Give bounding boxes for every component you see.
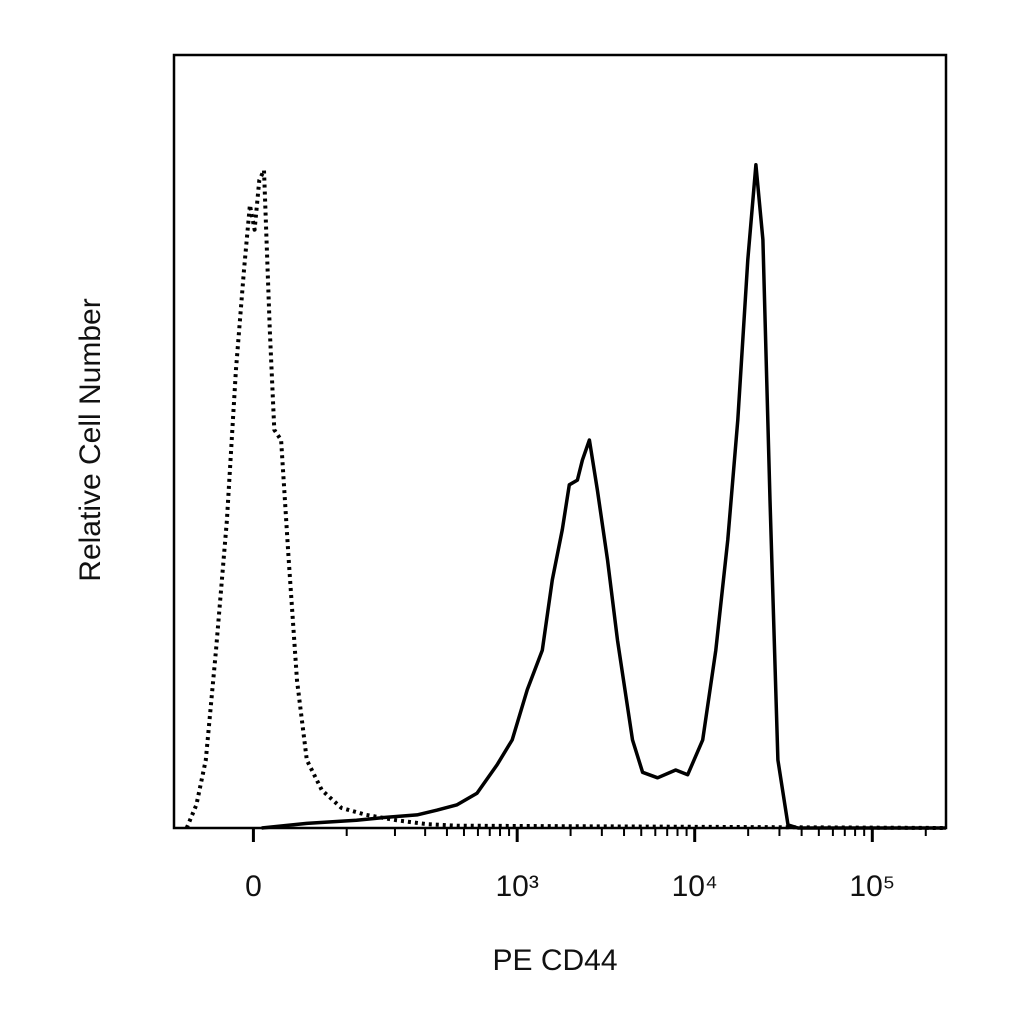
x-tick-label: 0 (245, 870, 262, 903)
x-tick-label: 10⁴ (672, 870, 718, 903)
plot-frame (172, 53, 948, 830)
x-axis-label: PE CD44 (492, 944, 617, 977)
histogram-line (261, 163, 946, 830)
y-axis-label: Relative Cell Number (74, 298, 107, 581)
histogram-line (184, 168, 947, 830)
x-tick-label: 10⁵ (849, 870, 895, 903)
x-tick-label: 10³ (496, 870, 539, 903)
